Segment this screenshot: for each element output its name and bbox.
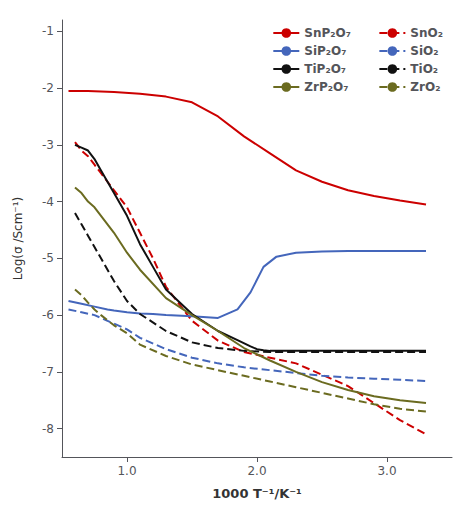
svg-text:TiP₂O₇: TiP₂O₇ — [304, 62, 346, 76]
svg-text:-4: -4 — [42, 195, 54, 209]
svg-text:-7: -7 — [42, 365, 54, 379]
svg-text:-8: -8 — [42, 422, 54, 436]
svg-text:SiP₂O₇: SiP₂O₇ — [304, 44, 346, 58]
svg-text:-5: -5 — [42, 251, 54, 265]
svg-text:ZrO₂: ZrO₂ — [410, 80, 440, 94]
svg-text:-6: -6 — [42, 308, 54, 322]
svg-text:2.0: 2.0 — [247, 464, 266, 478]
svg-text:-2: -2 — [42, 81, 54, 95]
svg-text:-3: -3 — [42, 138, 54, 152]
svg-text:TiO₂: TiO₂ — [410, 62, 438, 76]
svg-text:-1: -1 — [42, 24, 54, 38]
svg-text:SnP₂O₇: SnP₂O₇ — [304, 26, 351, 40]
svg-text:3.0: 3.0 — [377, 464, 396, 478]
svg-text:1.0: 1.0 — [117, 464, 136, 478]
svg-text:ZrP₂O₇: ZrP₂O₇ — [304, 80, 348, 94]
svg-text:Log(σ /Scm⁻¹): Log(σ /Scm⁻¹) — [11, 197, 25, 280]
svg-text:SnO₂: SnO₂ — [410, 26, 443, 40]
svg-text:SiO₂: SiO₂ — [410, 44, 438, 58]
svg-text:1000 T⁻¹/K⁻¹: 1000 T⁻¹/K⁻¹ — [212, 486, 302, 501]
